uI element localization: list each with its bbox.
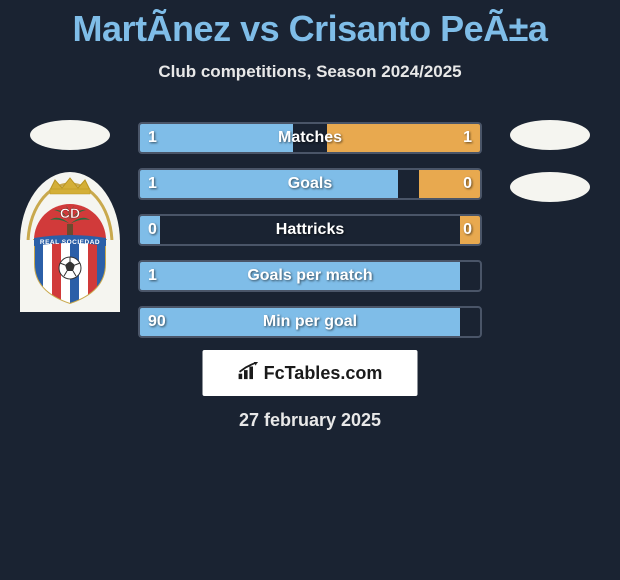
stat-label: Goals per match <box>247 267 372 285</box>
stat-left-value: 90 <box>148 313 166 331</box>
stat-row: 0 0 Hattricks <box>138 214 482 246</box>
brand-chart-icon <box>238 362 260 385</box>
comparison-title: MartÃnez vs Crisanto PeÃ±a <box>0 0 620 50</box>
stat-middle <box>398 170 418 198</box>
stat-left-value: 1 <box>148 267 157 285</box>
stat-row: 90 Min per goal <box>138 306 482 338</box>
comparison-subtitle: Club competitions, Season 2024/2025 <box>0 62 620 82</box>
stat-middle <box>460 308 480 336</box>
stat-right-value: 0 <box>463 221 472 239</box>
stat-label: Min per goal <box>263 313 357 331</box>
stat-middle <box>460 262 480 290</box>
stat-row: 1 Goals per match <box>138 260 482 292</box>
stat-label: Matches <box>278 129 342 147</box>
stat-left-value: 1 <box>148 129 157 147</box>
stat-label: Goals <box>288 175 332 193</box>
stat-left-bar <box>140 170 398 198</box>
stat-right-value: 0 <box>463 175 472 193</box>
svg-text:CD: CD <box>60 205 80 221</box>
right-player-badges <box>500 120 600 224</box>
stat-left-bar <box>140 124 293 152</box>
svg-text:REAL SOCIEDAD: REAL SOCIEDAD <box>40 239 100 246</box>
left-player-badges: CD REAL SOCIEDAD <box>20 120 120 312</box>
brand-label: FcTables.com <box>264 363 383 384</box>
stat-right-bar <box>327 124 480 152</box>
stat-right-value: 1 <box>463 129 472 147</box>
stat-row: 1 0 Goals <box>138 168 482 200</box>
placeholder-badge <box>30 120 110 150</box>
brand-watermark: FcTables.com <box>203 350 418 396</box>
club-logo-real-sociedad-cd: CD REAL SOCIEDAD <box>20 172 120 312</box>
placeholder-badge <box>510 172 590 202</box>
stat-row: 1 1 Matches <box>138 122 482 154</box>
stat-label: Hattricks <box>276 221 344 239</box>
stat-left-value: 1 <box>148 175 157 193</box>
stats-comparison: 1 1 Matches 1 0 Goals 0 0 Hattricks 1 Goals per ma… <box>138 122 482 352</box>
placeholder-badge <box>510 120 590 150</box>
comparison-date: 27 february 2025 <box>239 410 381 431</box>
stat-left-value: 0 <box>148 221 157 239</box>
